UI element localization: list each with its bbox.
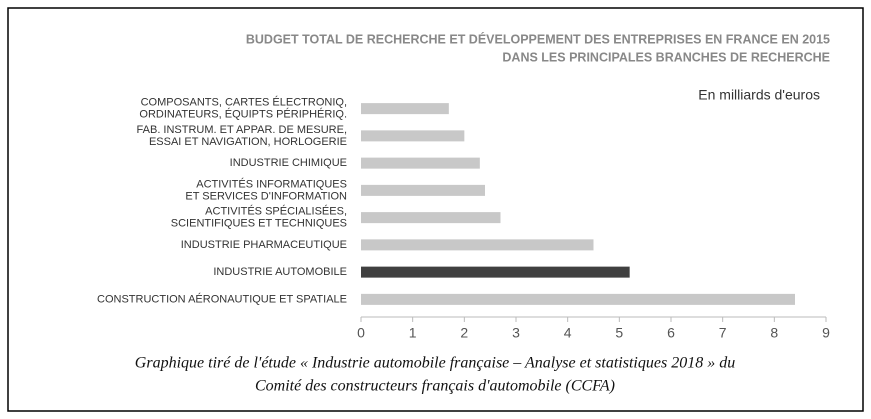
x-tick-label: 2 xyxy=(460,325,468,341)
annotation: En milliards d'euros xyxy=(698,87,820,103)
chart-title: DANS LES PRINCIPALES BRANCHES DE RECHERC… xyxy=(502,50,830,64)
y-tick-label: COMPOSANTS, CARTES ÉLECTRONIQ, xyxy=(141,96,347,109)
y-tick-label: INDUSTRIE PHARMACEUTIQUE xyxy=(181,239,347,251)
x-tick-label: 9 xyxy=(822,325,830,341)
x-tick-label: 6 xyxy=(667,325,675,341)
y-tick-label: ESSAI ET NAVIGATION, HORLOGERIE xyxy=(149,136,347,148)
x-tick-label: 0 xyxy=(357,325,365,341)
chart-title: BUDGET TOTAL DE RECHERCHE ET DÉVELOPPEME… xyxy=(246,31,830,46)
caption: Graphique tiré de l'étude « Industrie au… xyxy=(135,355,735,372)
x-tick-label: 4 xyxy=(564,325,572,341)
y-tick-label: INDUSTRIE CHIMIQUE xyxy=(230,157,347,169)
bar xyxy=(361,103,449,115)
x-tick-label: 3 xyxy=(512,325,520,341)
bar xyxy=(361,266,630,278)
y-tick-label: INDUSTRIE AUTOMOBILE xyxy=(213,266,347,278)
y-tick-label: CONSTRUCTION AÉRONAUTIQUE ET SPATIALE xyxy=(97,292,347,305)
bar xyxy=(361,157,480,169)
bar xyxy=(361,293,795,305)
y-tick-label: ACTIVITÉS INFORMATIQUES xyxy=(196,177,347,190)
y-tick-label: ORDINATEURS, ÉQUIPTS PÉRIPHÉRIQ. xyxy=(139,108,347,121)
x-tick-label: 8 xyxy=(770,325,778,341)
y-tick-label: ET SERVICES D'INFORMATION xyxy=(185,190,347,202)
bar xyxy=(361,239,594,251)
y-tick-label: ACTIVITÉS SPÉCIALISÉES, xyxy=(205,205,347,218)
x-tick-label: 1 xyxy=(409,325,417,341)
y-tick-label: FAB. INSTRUM. ET APPAR. DE MESURE, xyxy=(137,124,347,136)
caption: Comité des constructeurs français d'auto… xyxy=(255,378,615,395)
y-tick-label: SCIENTIFIQUES ET TECHNIQUES xyxy=(171,218,347,230)
bar xyxy=(361,184,485,196)
x-tick-label: 7 xyxy=(719,325,727,341)
bar xyxy=(361,130,465,142)
frame xyxy=(7,7,864,412)
x-tick-label: 5 xyxy=(615,325,623,341)
bar xyxy=(361,212,501,224)
